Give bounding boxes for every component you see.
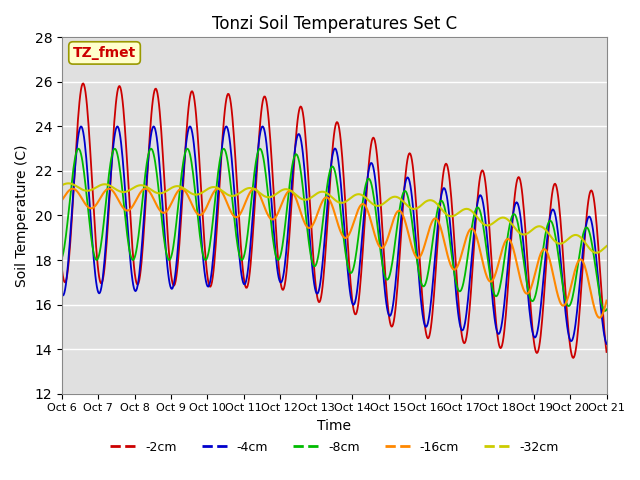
X-axis label: Time: Time (317, 419, 351, 433)
Legend: -2cm, -4cm, -8cm, -16cm, -32cm: -2cm, -4cm, -8cm, -16cm, -32cm (105, 436, 563, 458)
Y-axis label: Soil Temperature (C): Soil Temperature (C) (15, 144, 29, 287)
Title: Tonzi Soil Temperatures Set C: Tonzi Soil Temperatures Set C (212, 15, 457, 33)
Text: TZ_fmet: TZ_fmet (73, 46, 136, 60)
